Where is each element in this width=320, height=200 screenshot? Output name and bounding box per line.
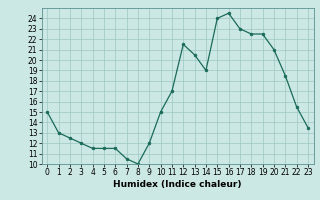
X-axis label: Humidex (Indice chaleur): Humidex (Indice chaleur) — [113, 180, 242, 189]
